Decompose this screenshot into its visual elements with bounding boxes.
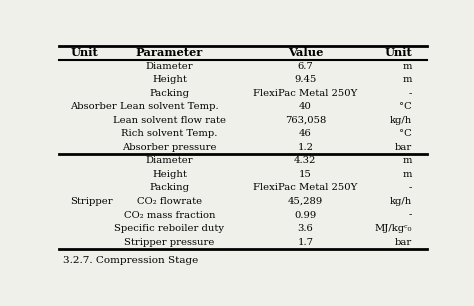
- Text: Absorber pressure: Absorber pressure: [122, 143, 217, 152]
- Text: Stripper: Stripper: [70, 197, 113, 206]
- Text: Height: Height: [152, 170, 187, 179]
- Text: Packing: Packing: [149, 184, 190, 192]
- Text: -: -: [409, 89, 412, 98]
- Text: Specific reboiler duty: Specific reboiler duty: [114, 224, 225, 233]
- Text: Diameter: Diameter: [146, 156, 193, 166]
- Text: bar: bar: [395, 237, 412, 247]
- Text: Height: Height: [152, 75, 187, 84]
- Text: bar: bar: [395, 143, 412, 152]
- Text: kg/h: kg/h: [390, 116, 412, 125]
- Text: 45,289: 45,289: [288, 197, 323, 206]
- Text: CO₂ mass fraction: CO₂ mass fraction: [124, 211, 215, 219]
- Text: °C: °C: [399, 103, 412, 111]
- Text: m: m: [402, 156, 412, 166]
- Text: 1.2: 1.2: [297, 143, 313, 152]
- Text: 9.45: 9.45: [294, 75, 317, 84]
- Text: Value: Value: [288, 47, 323, 58]
- Text: Stripper pressure: Stripper pressure: [124, 237, 215, 247]
- Text: Unit: Unit: [384, 47, 412, 58]
- Text: 46: 46: [299, 129, 312, 138]
- Text: 4.32: 4.32: [294, 156, 317, 166]
- Text: Unit: Unit: [70, 47, 98, 58]
- Text: 40: 40: [299, 103, 312, 111]
- Text: Lean solvent flow rate: Lean solvent flow rate: [113, 116, 226, 125]
- Text: -: -: [409, 184, 412, 192]
- Text: FlexiPac Metal 250Y: FlexiPac Metal 250Y: [253, 184, 357, 192]
- Text: 0.99: 0.99: [294, 211, 317, 219]
- Text: m: m: [402, 62, 412, 71]
- Text: Lean solvent Temp.: Lean solvent Temp.: [120, 103, 219, 111]
- Text: m: m: [402, 75, 412, 84]
- Text: Diameter: Diameter: [146, 62, 193, 71]
- Text: Packing: Packing: [149, 89, 190, 98]
- Text: 6.7: 6.7: [298, 62, 313, 71]
- Text: 15: 15: [299, 170, 312, 179]
- Text: kg/h: kg/h: [390, 197, 412, 206]
- Text: °C: °C: [399, 129, 412, 138]
- Text: Parameter: Parameter: [136, 47, 203, 58]
- Text: Absorber: Absorber: [70, 103, 117, 111]
- Text: MJ/kgᶜ₀: MJ/kgᶜ₀: [374, 224, 412, 233]
- Text: 3.6: 3.6: [298, 224, 313, 233]
- Text: FlexiPac Metal 250Y: FlexiPac Metal 250Y: [253, 89, 357, 98]
- Text: 1.7: 1.7: [297, 237, 313, 247]
- Text: 3.2.7. Compression Stage: 3.2.7. Compression Stage: [63, 256, 198, 265]
- Text: Rich solvent Temp.: Rich solvent Temp.: [121, 129, 218, 138]
- Text: 763,058: 763,058: [285, 116, 326, 125]
- Text: CO₂ flowrate: CO₂ flowrate: [137, 197, 202, 206]
- Text: m: m: [402, 170, 412, 179]
- Text: -: -: [409, 211, 412, 219]
